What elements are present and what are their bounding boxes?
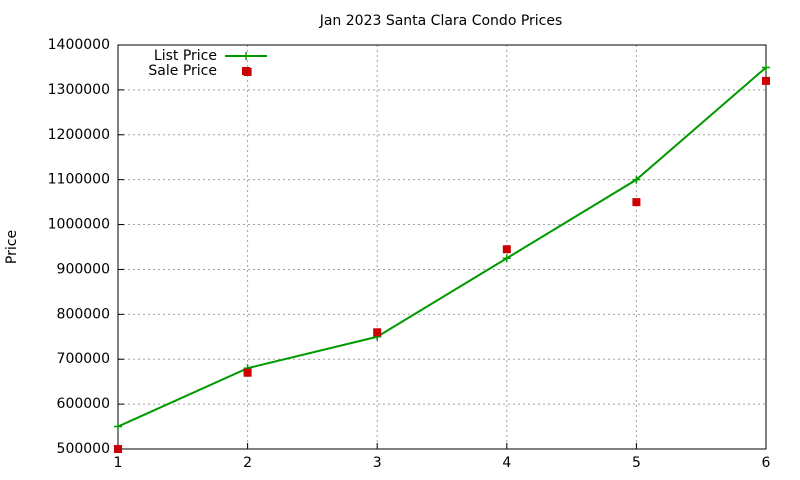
x-tick-label: 3 — [373, 455, 382, 471]
point — [632, 175, 641, 184]
y-tick-label: 1000000 — [48, 217, 110, 233]
plot-frame — [117, 44, 767, 450]
legend-swatch — [242, 67, 250, 75]
y-tick-label: 700000 — [57, 351, 110, 367]
x-tick-label: 5 — [632, 455, 641, 471]
y-tick-label: 800000 — [57, 306, 110, 322]
point — [762, 63, 770, 72]
legend-label: Sale Price — [148, 63, 217, 79]
legend-label: List Price — [154, 48, 217, 64]
x-tick-label: 6 — [762, 455, 771, 471]
y-tick-label: 1300000 — [48, 82, 110, 98]
chart-title: Jan 2023 Santa Clara Condo Prices — [319, 13, 563, 29]
line — [117, 66, 767, 428]
y-axis-label: Price — [4, 230, 20, 264]
point — [502, 245, 511, 254]
x-tick-label: 1 — [114, 455, 123, 471]
point — [243, 368, 252, 377]
point — [114, 422, 122, 431]
y-tick-label: 1400000 — [48, 37, 110, 53]
y-tick-label: 500000 — [57, 441, 110, 457]
y-tick-label: 1100000 — [48, 172, 110, 188]
x-tick-label: 4 — [502, 455, 511, 471]
point — [762, 76, 770, 85]
y-tick-label: 900000 — [57, 261, 110, 277]
point — [502, 254, 511, 263]
y-tick-label: 600000 — [57, 396, 110, 412]
y-tick-label: 1200000 — [48, 127, 110, 143]
point — [114, 445, 122, 453]
point — [373, 328, 382, 337]
legend-swatch — [242, 52, 250, 60]
point — [632, 198, 641, 207]
x-tick-label: 2 — [243, 455, 252, 471]
